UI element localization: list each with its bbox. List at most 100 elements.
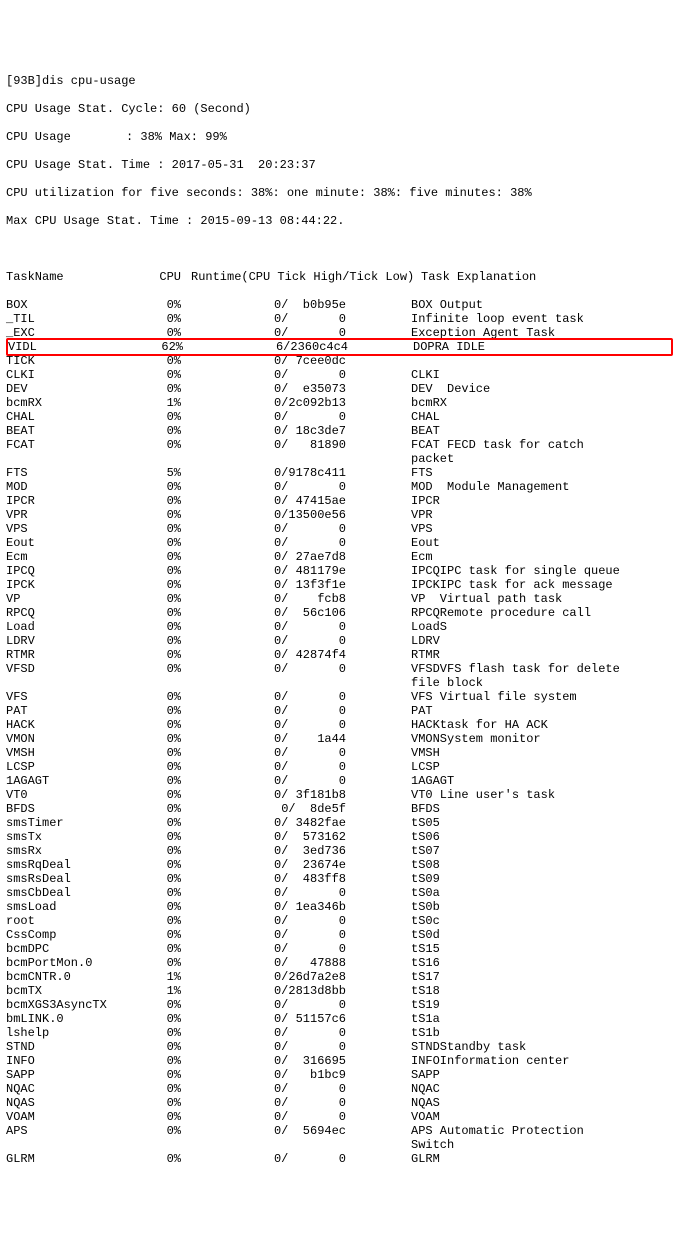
cell-taskname: bcmRX <box>6 396 126 410</box>
table-row: VMON0%0/ 1a44VMONSystem monitor <box>6 732 673 746</box>
table-row: VPS0%0/ 0VPS <box>6 522 673 536</box>
cell-cpu: 1% <box>126 984 181 998</box>
cell-runtime: 0/ 0 <box>196 620 346 634</box>
table-row: VFS0%0/ 0VFS Virtual file system <box>6 690 673 704</box>
cell-explanation: BFDS <box>411 802 673 816</box>
table-row: Switch <box>6 1138 673 1152</box>
cell-cpu: 0% <box>126 1124 181 1138</box>
cell-taskname: bcmDPC <box>6 942 126 956</box>
cell-explanation: NQAS <box>411 1096 673 1110</box>
cell-cpu: 0% <box>126 872 181 886</box>
cell-runtime: 0/ 0 <box>196 662 346 676</box>
cell-explanation: FCAT FECD task for catch <box>411 438 673 452</box>
table-row: GLRM0%0/ 0GLRM <box>6 1152 673 1166</box>
cell-cpu: 0% <box>126 522 181 536</box>
cell-explanation: RPCQRemote procedure call <box>411 606 673 620</box>
table-row: smsRqDeal0%0/ 23674etS08 <box>6 858 673 872</box>
cell-explanation: tS06 <box>411 830 673 844</box>
cell-runtime: 0/ 0 <box>196 942 346 956</box>
table-body: BOX0%0/ b0b95eBOX Output_TIL0%0/ 0Infini… <box>6 298 673 1166</box>
table-row: PAT0%0/ 0PAT <box>6 704 673 718</box>
cell-taskname: VPR <box>6 508 126 522</box>
cell-explanation: VFSDVFS flash task for delete <box>411 662 673 676</box>
cell-taskname: bmLINK.0 <box>6 1012 126 1026</box>
cell-cpu: 0% <box>126 732 181 746</box>
cell-explanation: tS09 <box>411 872 673 886</box>
cell-taskname: DEV <box>6 382 126 396</box>
cell-runtime: 0/ 0 <box>196 914 346 928</box>
cell-cpu: 0% <box>126 998 181 1012</box>
cell-explanation: DOPRA IDLE <box>413 340 671 354</box>
cell-explanation: LDRV <box>411 634 673 648</box>
cell-explanation: VP Virtual path task <box>411 592 673 606</box>
table-row: CHAL0%0/ 0CHAL <box>6 410 673 424</box>
cell-runtime: 0/ b0b95e <box>196 298 346 312</box>
cell-cpu: 0% <box>126 424 181 438</box>
cell-taskname: NQAC <box>6 1082 126 1096</box>
table-row: bcmRX1%0/2c092b13bcmRX <box>6 396 673 410</box>
table-row: VOAM0%0/ 0VOAM <box>6 1110 673 1124</box>
cell-taskname: LCSP <box>6 760 126 774</box>
cell-taskname: smsRqDeal <box>6 858 126 872</box>
cell-cpu: 0% <box>126 620 181 634</box>
cell-runtime: 0/ 0 <box>196 536 346 550</box>
cell-cpu: 0% <box>126 382 181 396</box>
cell-taskname: Ecm <box>6 550 126 564</box>
cell-cpu: 0% <box>126 606 181 620</box>
cell-runtime: 0/ 0 <box>196 886 346 900</box>
table-row: Eout0%0/ 0Eout <box>6 536 673 550</box>
cell-explanation: tS0d <box>411 928 673 942</box>
cell-taskname: Eout <box>6 536 126 550</box>
cell-explanation: VPS <box>411 522 673 536</box>
cell-explanation: STNDStandby task <box>411 1040 673 1054</box>
cell-runtime: 0/ 51157c6 <box>196 1012 346 1026</box>
table-row: HACK0%0/ 0HACKtask for HA ACK <box>6 718 673 732</box>
cell-runtime: 0/ 0 <box>196 1082 346 1096</box>
cell-runtime: 0/9178c411 <box>196 466 346 480</box>
cell-taskname: bcmTX <box>6 984 126 998</box>
cell-runtime: 0/ 0 <box>196 1152 346 1166</box>
cell-taskname: BOX <box>6 298 126 312</box>
cell-cpu: 0% <box>126 1054 181 1068</box>
cell-cpu: 0% <box>126 886 181 900</box>
cell-explanation: MOD Module Management <box>411 480 673 494</box>
table-row: Load0%0/ 0LoadS <box>6 620 673 634</box>
cell-runtime: 0/ fcb8 <box>196 592 346 606</box>
cell-runtime: 0/ e35073 <box>196 382 346 396</box>
cell-taskname: BFDS <box>6 802 126 816</box>
cell-explanation: DEV Device <box>411 382 673 396</box>
cell-explanation: BOX Output <box>411 298 673 312</box>
cell-runtime: 0/ 0 <box>196 1040 346 1054</box>
cell-cpu: 0% <box>126 816 181 830</box>
cell-taskname: VIDL <box>8 340 128 354</box>
cell-explanation: tS0a <box>411 886 673 900</box>
cpu-usage-label: CPU Usage <box>6 130 126 144</box>
cell-cpu: 1% <box>126 970 181 984</box>
cell-runtime: 0/ 0 <box>196 634 346 648</box>
cell-taskname: VMSH <box>6 746 126 760</box>
table-row: _TIL0%0/ 0Infinite loop event task <box>6 312 673 326</box>
cell-runtime: 0/ 5694ec <box>196 1124 346 1138</box>
cell-cpu: 0% <box>126 1040 181 1054</box>
cell-runtime: 0/ 0 <box>196 480 346 494</box>
table-row: smsCbDeal0%0/ 0tS0a <box>6 886 673 900</box>
cell-cpu: 0% <box>126 312 181 326</box>
cell-explanation: tS17 <box>411 970 673 984</box>
cell-runtime: 0/ 56c106 <box>196 606 346 620</box>
table-row: BOX0%0/ b0b95eBOX Output <box>6 298 673 312</box>
cell-cpu: 1% <box>126 396 181 410</box>
cell-explanation: RTMR <box>411 648 673 662</box>
table-row: MOD0%0/ 0MOD Module Management <box>6 480 673 494</box>
cell-taskname: NQAS <box>6 1096 126 1110</box>
table-row: smsRx0%0/ 3ed736tS07 <box>6 844 673 858</box>
cell-cpu: 0% <box>126 648 181 662</box>
terminal-output: [93B]dis cpu-usage CPU Usage Stat. Cycle… <box>0 56 679 1184</box>
cell-taskname: IPCQ <box>6 564 126 578</box>
cell-taskname: 1AGAGT <box>6 774 126 788</box>
cell-explanation: Infinite loop event task <box>411 312 673 326</box>
cell-taskname: CLKI <box>6 368 126 382</box>
cell-explanation: VFS Virtual file system <box>411 690 673 704</box>
cell-explanation: GLRM <box>411 1152 673 1166</box>
cell-explanation <box>411 354 673 368</box>
cell-taskname: INFO <box>6 1054 126 1068</box>
